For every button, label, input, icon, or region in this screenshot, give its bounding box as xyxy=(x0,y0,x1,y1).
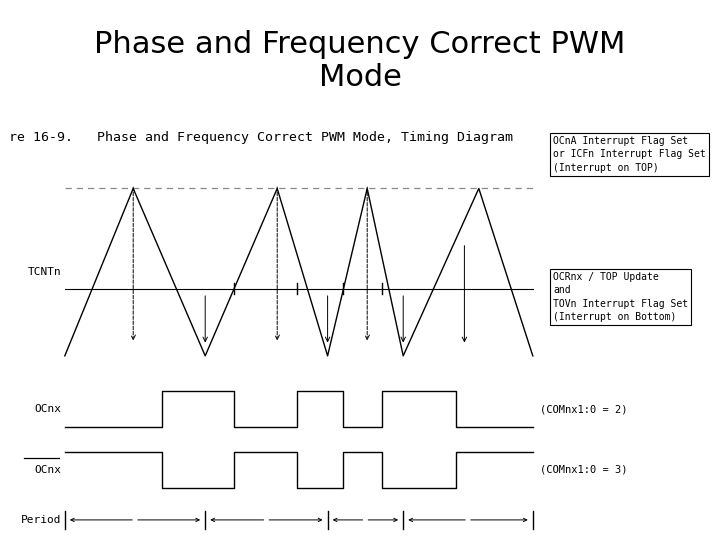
Text: OCnA Interrupt Flag Set
or ICFn Interrupt Flag Set
(Interrupt on TOP): OCnA Interrupt Flag Set or ICFn Interrup… xyxy=(553,136,706,173)
Text: OCnx: OCnx xyxy=(34,465,61,475)
Text: (COMnx1:0 = 2): (COMnx1:0 = 2) xyxy=(540,404,628,414)
Text: TCNTn: TCNTn xyxy=(27,267,61,277)
Text: Period: Period xyxy=(21,515,61,525)
Text: OCRnx / TOP Update
and
TOVn Interrupt Flag Set
(Interrupt on Bottom): OCRnx / TOP Update and TOVn Interrupt Fl… xyxy=(553,272,688,322)
Text: Phase and Frequency Correct PWM
Mode: Phase and Frequency Correct PWM Mode xyxy=(94,30,626,92)
Text: (COMnx1:0 = 3): (COMnx1:0 = 3) xyxy=(540,465,628,475)
Text: OCnx: OCnx xyxy=(34,404,61,414)
Text: re 16-9.   Phase and Frequency Correct PWM Mode, Timing Diagram: re 16-9. Phase and Frequency Correct PWM… xyxy=(9,131,513,144)
